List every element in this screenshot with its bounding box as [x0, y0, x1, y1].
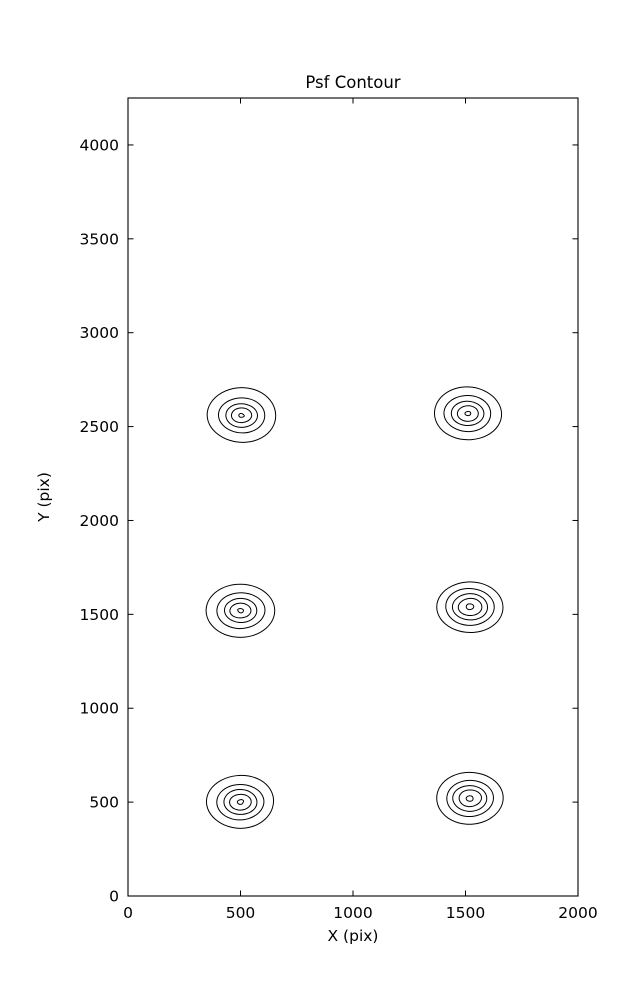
- y-tick-label: 4000: [80, 136, 119, 154]
- contour-level-2: [216, 592, 266, 630]
- contour-level-1: [206, 387, 277, 443]
- y-axis-title: Y (pix): [35, 472, 53, 523]
- psf-middle-right: [436, 581, 504, 634]
- psf-top-left: [206, 387, 277, 443]
- contour-group: [205, 386, 504, 829]
- x-axis-tick-labels: 0 500 1000 1500 2000: [123, 904, 598, 922]
- page-title: Psf Contour: [305, 73, 400, 92]
- contour-level-1: [205, 774, 275, 829]
- contour-level-1: [433, 386, 503, 441]
- contour-level-1: [205, 583, 276, 638]
- x-tick-label: 1000: [333, 904, 372, 922]
- contour-level-3: [450, 400, 485, 427]
- contour-level-5: [465, 603, 475, 611]
- contour-level-2: [445, 587, 495, 626]
- x-axis-ticks-bottom: [127, 890, 579, 896]
- contour-level-4: [458, 789, 482, 808]
- contour-level-4: [229, 602, 252, 619]
- contour-level-2: [217, 397, 266, 434]
- contour-level-5: [464, 410, 472, 417]
- y-tick-label: 3500: [80, 230, 119, 248]
- contour-level-5: [465, 795, 474, 802]
- psf-top-right: [433, 386, 503, 441]
- contour-level-1: [436, 581, 504, 634]
- x-tick-label: 500: [226, 904, 256, 922]
- psf-middle-left: [205, 583, 276, 638]
- x-tick-label: 1500: [446, 904, 485, 922]
- y-tick-label: 1500: [80, 606, 119, 624]
- psf-bottom-right: [436, 771, 504, 825]
- contour-level-5: [237, 608, 244, 614]
- y-tick-label: 0: [109, 888, 119, 906]
- y-axis-ticks-left: [128, 144, 134, 897]
- contour-level-3: [452, 785, 488, 812]
- y-axis-tick-labels: 0 500 1000 1500 2000 2500 3000 3500 4000: [80, 136, 119, 905]
- contour-level-2: [443, 394, 492, 433]
- y-tick-label: 3000: [80, 324, 119, 342]
- y-axis-ticks-right: [572, 144, 578, 897]
- contour-level-4: [457, 597, 483, 617]
- contour-level-3: [225, 403, 258, 428]
- contour-level-3: [451, 593, 489, 621]
- contour-level-3: [223, 788, 258, 815]
- contour-level-4: [456, 405, 479, 422]
- contour-level-5: [238, 412, 245, 418]
- x-axis-title: X (pix): [328, 927, 379, 945]
- contour-level-1: [436, 771, 504, 825]
- contour-level-2: [216, 783, 265, 821]
- psf-bottom-left: [205, 774, 275, 829]
- contour-level-4: [229, 793, 252, 811]
- x-tick-label: 0: [123, 904, 133, 922]
- x-axis-ticks-top: [127, 98, 579, 104]
- contour-level-5: [236, 799, 245, 805]
- contour-level-4: [230, 407, 253, 424]
- contour-level-3: [223, 597, 258, 623]
- x-tick-label: 2000: [558, 904, 597, 922]
- y-tick-label: 2000: [80, 512, 119, 530]
- contour-level-2: [446, 779, 494, 818]
- y-tick-label: 1000: [80, 700, 119, 718]
- y-tick-label: 2500: [80, 418, 119, 436]
- y-tick-label: 500: [89, 794, 119, 812]
